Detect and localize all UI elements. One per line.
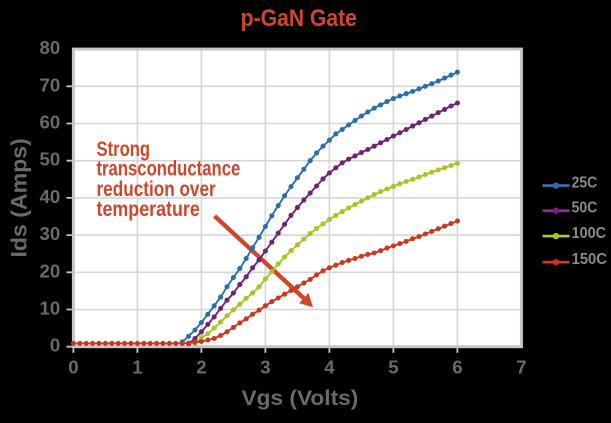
svg-text:Strong: Strong [97,138,151,162]
svg-text:25C: 25C [572,175,598,192]
svg-text:60: 60 [40,112,61,133]
svg-text:30: 30 [40,223,61,244]
svg-text:Vgs (Volts): Vgs (Volts) [241,386,358,410]
svg-text:50: 50 [40,149,61,170]
svg-text:10: 10 [40,298,61,319]
svg-text:0: 0 [68,357,78,378]
svg-text:1: 1 [132,357,142,378]
svg-text:2: 2 [196,357,206,378]
svg-text:40: 40 [40,186,61,207]
svg-text:3: 3 [260,357,270,378]
svg-text:6: 6 [452,357,462,378]
svg-text:80: 80 [40,37,61,58]
svg-text:150C: 150C [572,251,607,268]
svg-text:70: 70 [40,74,61,95]
svg-text:4: 4 [324,357,335,378]
svg-text:100C: 100C [572,224,607,242]
svg-text:0: 0 [50,335,60,356]
svg-text:transconductance: transconductance [97,158,241,181]
svg-text:7: 7 [516,357,526,378]
svg-text:p-GaN Gate: p-GaN Gate [241,3,357,31]
svg-text:Ids (Amps): Ids (Amps) [7,138,31,257]
svg-text:reduction over: reduction over [97,177,217,201]
svg-text:50C: 50C [572,200,598,217]
svg-text:5: 5 [388,357,398,378]
svg-text:20: 20 [40,260,61,281]
svg-text:temperature: temperature [97,198,200,222]
